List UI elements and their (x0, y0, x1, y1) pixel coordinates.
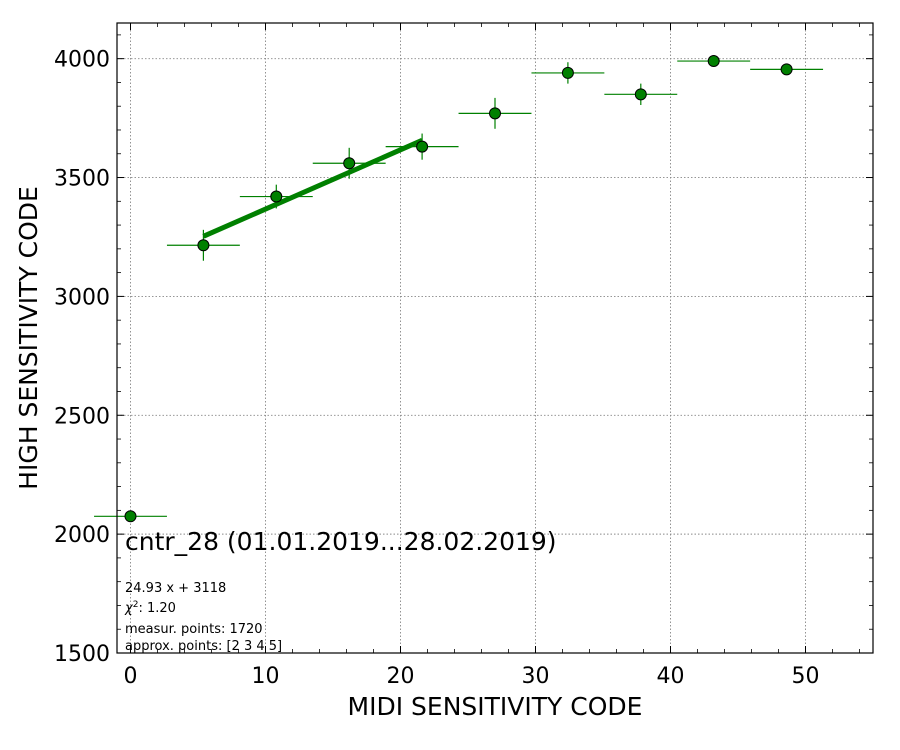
data-point (604, 83, 678, 106)
data-point (677, 55, 751, 68)
y-tick-label: 1500 (54, 642, 110, 667)
data-point (239, 184, 313, 209)
chi2-annotation: χ2: 1.20 (124, 600, 176, 616)
chi2-symbol: χ (124, 601, 134, 616)
x-tick-label: 20 (387, 664, 415, 689)
point-marker (124, 510, 137, 523)
data-point (312, 147, 386, 179)
x-tick-label: 50 (792, 664, 820, 689)
chi2-value: : 1.20 (138, 601, 175, 616)
ticks-layer (117, 23, 873, 654)
fit-line-layer (202, 138, 424, 239)
point-marker (780, 63, 793, 76)
point-marker (561, 66, 574, 79)
point-marker (270, 190, 283, 203)
tick-labels-layer: 0 10 20 30 40 50 1500 2000 2500 3000 3500 4000 (54, 48, 820, 689)
x-tick-label: 10 (252, 664, 280, 689)
y-tick-label: 3500 (54, 167, 110, 192)
fit-line (202, 138, 424, 239)
y-tick-label: 2000 (54, 523, 110, 548)
fit-equation: 24.93 x + 3118 (125, 581, 226, 596)
chart-title: cntr_28 (01.01.2019...28.02.2019) (125, 527, 557, 556)
point-marker (707, 55, 720, 68)
data-point (531, 62, 605, 84)
x-tick-label: 30 (522, 664, 550, 689)
approx-points-annotation: approx. points: [2 3 4 5] (125, 639, 282, 654)
data-point (94, 510, 167, 523)
y-tick-label: 2500 (54, 404, 110, 429)
data-point (385, 133, 459, 160)
x-tick-label: 40 (657, 664, 685, 689)
measured-points-annotation: measur. points: 1720 (125, 622, 263, 637)
point-marker (416, 140, 429, 153)
x-axis-label: MIDI SENSITIVITY CODE (348, 692, 643, 721)
point-marker (343, 157, 356, 170)
point-marker (197, 239, 210, 252)
y-tick-label: 3000 (54, 285, 110, 310)
y-tick-label: 4000 (54, 48, 110, 73)
grid (117, 23, 873, 653)
point-marker (489, 107, 501, 120)
y-axis-label: HIGH SENSITIVITY CODE (14, 186, 43, 490)
x-tick-label: 0 (124, 664, 138, 689)
chi2-superscript: 2 (133, 600, 139, 610)
data-point (166, 229, 240, 261)
plot-frame (116, 22, 874, 654)
data-point (750, 63, 824, 76)
point-marker (634, 88, 647, 101)
data-point (458, 97, 532, 129)
data-points-layer (94, 55, 824, 523)
